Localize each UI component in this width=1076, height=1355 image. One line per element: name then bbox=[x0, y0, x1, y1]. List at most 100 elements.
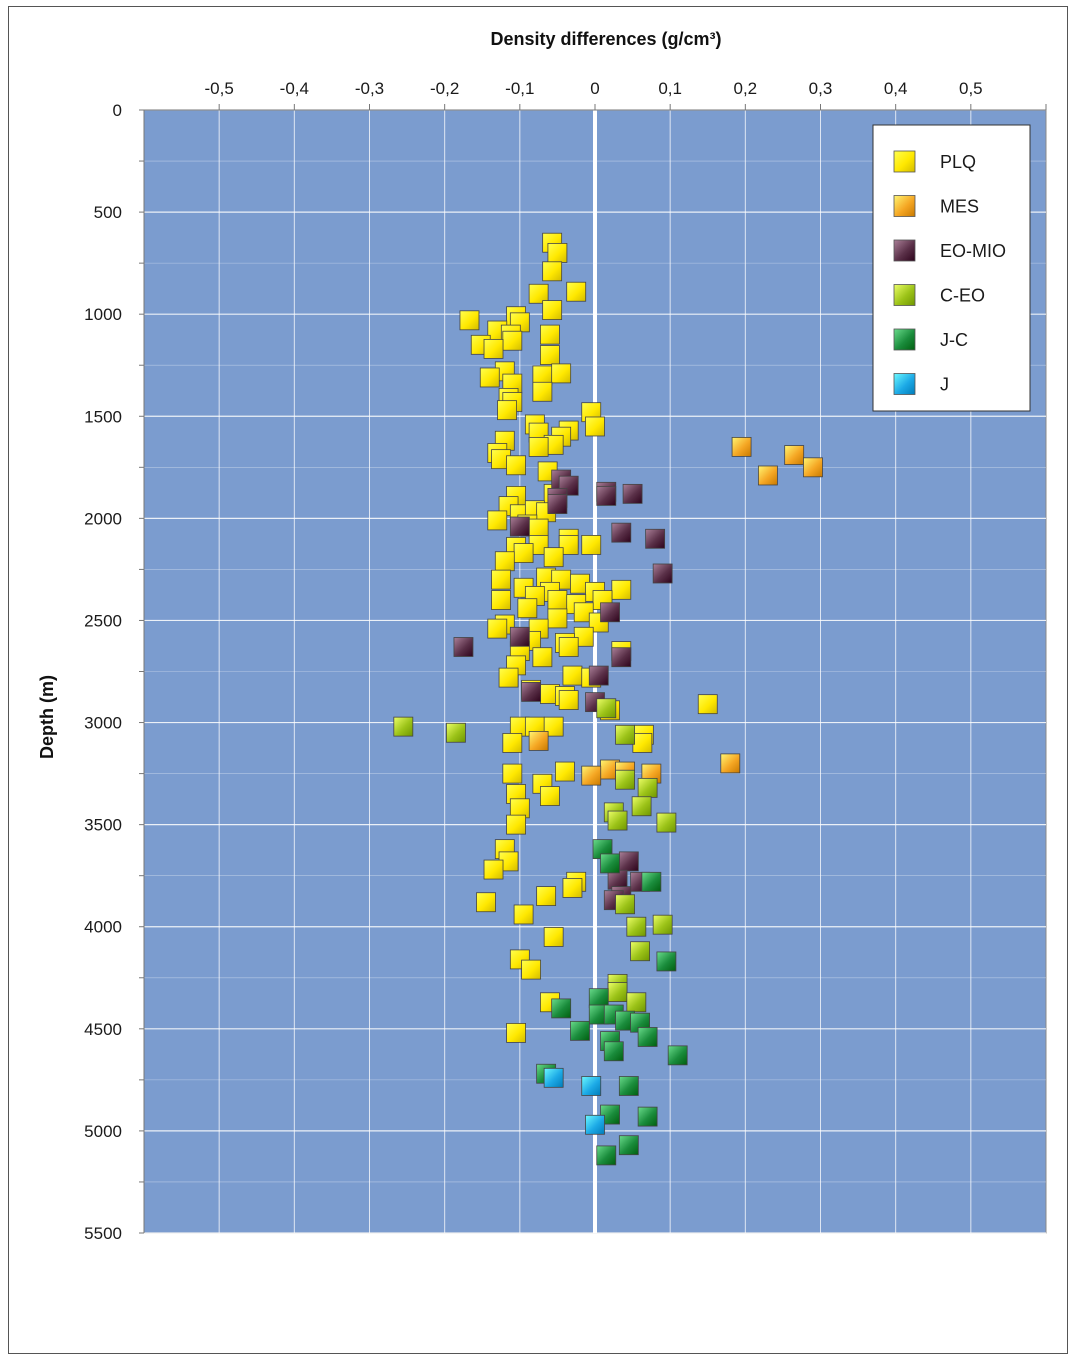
data-point-mes bbox=[731, 436, 752, 457]
data-point-plq bbox=[536, 886, 557, 906]
data-point-c-eo bbox=[607, 982, 628, 1002]
data-point-plq bbox=[540, 345, 560, 365]
data-point-eo-mio bbox=[622, 483, 643, 504]
data-point-c-eo bbox=[630, 941, 650, 962]
data-point-plq bbox=[562, 665, 583, 686]
data-point-plq bbox=[632, 733, 653, 753]
y-tick-label: 2500 bbox=[84, 611, 122, 630]
data-point-j-c bbox=[637, 1106, 658, 1127]
data-point-eo-mio bbox=[611, 647, 632, 668]
legend-label-j: J bbox=[940, 375, 949, 395]
chart-frame: -0,5 -0,4 -0,3 -0,2 -0,1 0 0,1 0,2 0,3 0,4 0,5 0 500… bbox=[8, 6, 1068, 1354]
data-point-plq bbox=[611, 579, 632, 600]
y-tick-label: 5500 bbox=[84, 1224, 122, 1243]
data-point-plq bbox=[491, 590, 511, 610]
y-tick-label: 3000 bbox=[84, 714, 122, 733]
data-point-eo-mio bbox=[509, 626, 530, 647]
data-point-plq bbox=[502, 733, 523, 753]
y-tick-label: 5000 bbox=[84, 1122, 122, 1141]
data-point-plq bbox=[521, 959, 542, 980]
data-point-j bbox=[581, 1076, 602, 1096]
data-point-eo-mio bbox=[611, 522, 632, 543]
y-tick-label: 4500 bbox=[84, 1020, 122, 1039]
data-point-plq bbox=[528, 283, 549, 304]
x-tick-label: 0,2 bbox=[734, 79, 758, 98]
data-point-plq bbox=[697, 694, 718, 715]
data-point-c-eo bbox=[626, 992, 647, 1013]
data-point-plq bbox=[532, 381, 553, 402]
data-points bbox=[393, 232, 823, 1166]
x-tick-label: -0,2 bbox=[430, 79, 459, 98]
data-point-plq bbox=[483, 338, 504, 359]
data-point-plq bbox=[543, 547, 564, 568]
scatter-chart: -0,5 -0,4 -0,3 -0,2 -0,1 0 0,1 0,2 0,3 0,4 0,5 0 500… bbox=[37, 29, 1047, 1243]
data-point-c-eo bbox=[637, 777, 658, 798]
data-point-j-c bbox=[618, 1135, 639, 1156]
legend: PLQ MES EO-MIO C-EO J-C J bbox=[872, 124, 1031, 412]
x-tick-label: -0,3 bbox=[355, 79, 384, 98]
x-tick-label: -0,1 bbox=[505, 79, 534, 98]
data-point-c-eo bbox=[607, 810, 628, 831]
x-tick-label: 0,1 bbox=[658, 79, 682, 98]
data-point-plq bbox=[540, 324, 560, 345]
data-point-plq bbox=[547, 590, 568, 610]
data-point-eo-mio bbox=[652, 563, 673, 584]
data-point-c-eo bbox=[615, 894, 635, 915]
data-point-plq bbox=[542, 300, 563, 320]
x-tick-label: 0 bbox=[590, 79, 599, 98]
data-point-plq bbox=[517, 598, 538, 619]
legend-swatch-eo-mio bbox=[893, 239, 916, 262]
data-point-mes bbox=[803, 457, 823, 478]
x-tick-label: 0,5 bbox=[959, 79, 983, 98]
data-point-plq bbox=[558, 690, 579, 710]
data-point-plq bbox=[494, 551, 515, 572]
data-point-plq bbox=[513, 543, 534, 563]
x-tick-label: 0,3 bbox=[809, 79, 833, 98]
data-point-plq bbox=[543, 927, 564, 947]
data-point-plq bbox=[498, 667, 519, 688]
data-point-plq bbox=[459, 310, 480, 331]
data-point-eo-mio bbox=[521, 682, 542, 702]
legend-label-eo-mio: EO-MIO bbox=[940, 241, 1006, 261]
data-point-plq bbox=[528, 436, 549, 457]
legend-label-j-c: J-C bbox=[940, 330, 968, 350]
data-point-j-c bbox=[600, 853, 620, 874]
y-tick-label: 3500 bbox=[84, 816, 122, 835]
data-point-plq bbox=[540, 786, 560, 806]
data-point-plq bbox=[513, 904, 534, 925]
data-point-plq bbox=[479, 367, 500, 388]
y-tick-label: 1000 bbox=[84, 305, 122, 324]
data-point-eo-mio bbox=[618, 851, 639, 872]
data-point-j-c bbox=[656, 951, 677, 972]
data-point-plq bbox=[547, 243, 568, 263]
data-point-eo-mio bbox=[509, 516, 530, 537]
data-point-c-eo bbox=[652, 914, 673, 935]
data-point-mes bbox=[581, 765, 602, 786]
data-point-c-eo bbox=[656, 812, 677, 833]
data-point-eo-mio bbox=[453, 637, 474, 657]
data-point-plq bbox=[551, 363, 572, 384]
data-point-plq bbox=[483, 859, 504, 880]
data-point-plq bbox=[562, 878, 583, 898]
data-point-j-c bbox=[637, 1027, 658, 1047]
y-tick-label: 500 bbox=[94, 203, 122, 222]
data-point-eo-mio bbox=[588, 665, 609, 686]
legend-label-mes: MES bbox=[940, 197, 979, 217]
data-point-plq bbox=[558, 637, 579, 657]
data-point-c-eo bbox=[393, 716, 414, 737]
data-point-plq bbox=[487, 510, 508, 531]
data-point-plq bbox=[555, 761, 575, 782]
data-point-j-c bbox=[641, 871, 662, 892]
data-point-plq bbox=[497, 400, 517, 421]
data-point-eo-mio bbox=[600, 602, 620, 623]
data-point-eo-mio bbox=[645, 528, 666, 549]
data-point-j-c bbox=[551, 998, 572, 1019]
y-axis-title: Depth (m) bbox=[37, 675, 57, 759]
axes: -0,5 -0,4 -0,3 -0,2 -0,1 0 0,1 0,2 0,3 0,4 0,5 0 500… bbox=[84, 79, 1047, 1243]
data-point-j-c bbox=[596, 1145, 617, 1166]
data-point-j bbox=[543, 1067, 564, 1088]
data-point-j bbox=[585, 1114, 605, 1135]
data-point-plq bbox=[506, 1023, 526, 1043]
data-point-plq bbox=[487, 618, 508, 639]
y-tick-label: 4000 bbox=[84, 918, 122, 937]
